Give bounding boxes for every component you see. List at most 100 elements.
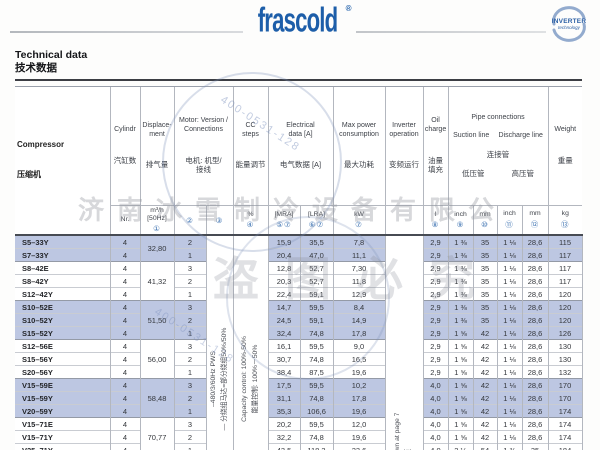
capacity-control-rotated-text: Capacity control: 100%-50% 能量控制: 100%－50% (232, 235, 268, 450)
weight-value: 120 (547, 287, 583, 301)
discharge-inch-value: 1 ⅛ (496, 352, 523, 366)
inverter-technology-badge: INVERTER technology (546, 3, 592, 45)
motor-version: 3 (173, 417, 206, 431)
table-row: V15–59E 4 58,48 3 17,5 59,5 10,2 4,0 1 ⅝ 42 1 ⅛ 28,… (15, 378, 583, 418)
displacement-value: 51,50 (139, 300, 174, 340)
lra-value: 87,5 (299, 365, 334, 379)
cylinder-count: 4 (109, 274, 140, 288)
cylinder-count: 4 (109, 339, 140, 353)
compressor-name: S10–52E (15, 300, 110, 314)
mra-value: 32,2 (267, 430, 300, 444)
max-power-value: 11,8 (332, 274, 386, 288)
compressor-name: S12–56E (15, 339, 110, 353)
page-title-zh: 技术数据 (15, 62, 57, 75)
max-power-value: 7,30 (332, 261, 386, 275)
unit-cc-steps: % ④ (232, 205, 268, 237)
page-title-en: Technical data (15, 49, 88, 61)
compressor-name: S15–56Y (15, 352, 110, 366)
lra-value: 59,5 (299, 417, 334, 431)
suction-mm-value: 42 (472, 430, 498, 444)
suction-mm-value: 42 (472, 365, 498, 379)
suction-inch-value: 1 ⅜ (447, 300, 474, 314)
discharge-inch-value: 1 ⅛ (496, 365, 523, 379)
compressor-name: S20–56Y (15, 365, 110, 379)
table-row: S15–56Y 4 2 30,7 74,8 16,5 2,9 1 ⅝ 42 1 ⅛ 28,6 130 (15, 352, 583, 366)
weight-value: 184 (547, 443, 583, 450)
cylinder-count: 4 (109, 235, 140, 249)
col-header-motor: Motor: Version / Connections 电机: 机型/ 接线 (173, 85, 233, 206)
discharge-mm-value: 28,6 (521, 313, 549, 327)
oil-charge-value: 4,0 (422, 404, 449, 418)
motor-version: 3 (173, 378, 206, 392)
discharge-inch-value: 1 ⅛ (496, 417, 523, 431)
mra-value: 15,9 (267, 235, 300, 249)
suction-mm-value: 54 (472, 443, 498, 450)
max-power-value: 10,2 (332, 378, 386, 392)
compressor-name: V25–71Y (15, 443, 110, 450)
cylinder-count: 4 (109, 443, 140, 450)
max-power-value: 8,4 (332, 300, 386, 314)
discharge-mm-value: 28,6 (521, 339, 549, 353)
discharge-mm-value: 28,6 (521, 300, 549, 314)
oil-charge-value: 4,0 (422, 443, 449, 450)
oil-charge-value: 2,9 (422, 248, 449, 262)
oil-charge-value: 2,9 (422, 261, 449, 275)
mra-value: 22,4 (267, 287, 300, 301)
suction-inch-value: 1 ⅝ (447, 365, 474, 379)
unit-weight: kg ⑬ (547, 205, 583, 237)
cylinder-count: 4 (109, 287, 140, 301)
weight-value: 132 (547, 365, 583, 379)
discharge-inch-value: 1 ⅛ (496, 274, 523, 288)
suction-mm-value: 35 (472, 274, 498, 288)
suction-inch-value: 1 ⅝ (447, 339, 474, 353)
frascold-logo: frascold ® (0, 1, 600, 39)
max-power-value: 19,6 (332, 365, 386, 379)
discharge-inch-value: 1 ⅛ (496, 313, 523, 327)
discharge-mm-value: 28,6 (521, 235, 549, 249)
suction-inch-value: 1 ⅝ (447, 391, 474, 405)
discharge-inch-value: 1 ⅜ (496, 443, 523, 450)
mra-value: 38,4 (267, 365, 300, 379)
compressor-name: V15–59Y (15, 391, 110, 405)
discharge-mm-value: 28,6 (521, 404, 549, 418)
suction-inch-value: 1 ⅝ (447, 430, 474, 444)
displacement-value: 56,00 (139, 339, 174, 379)
motor-version: 3 (173, 339, 206, 353)
compressor-name: S5–33Y (15, 235, 110, 249)
table-row: S20–56Y 4 1 38,4 87,5 19,6 2,9 1 ⅝ 42 1 ⅛ 28,6 132 (15, 365, 583, 379)
max-power-value: 19,6 (332, 404, 386, 418)
suction-inch-value: 1 ⅝ (447, 378, 474, 392)
mra-value: 43,5 (267, 443, 300, 450)
displacement-value: 32,80 (139, 235, 174, 262)
compressor-name: S7–33Y (15, 248, 110, 262)
displacement-value: 41,32 (139, 261, 174, 301)
oil-charge-value: 2,9 (422, 287, 449, 301)
header-units-row: Nr. m³/h [50Hz] ① ② ③ % ④ [MRA] ⑤⑦ [LRA] ⑥⑦ … (15, 205, 583, 237)
discharge-mm-value: 35 (521, 443, 549, 450)
compressor-name: S15–52Y (15, 326, 110, 340)
badge-line2: technology (558, 25, 580, 30)
suction-mm-value: 42 (472, 417, 498, 431)
compressor-name: V15–71Y (15, 430, 110, 444)
col-header-cylinder: Cylindr 汽缸数 (109, 85, 140, 206)
col-header-oil-charge: Oil charge 油量 填充 (422, 85, 449, 206)
suction-mm-value: 42 (472, 326, 498, 340)
motor-version: 1 (173, 443, 206, 450)
oil-charge-value: 2,9 (422, 352, 449, 366)
suction-mm-value: 35 (472, 261, 498, 275)
unit-displacement: m³/h [50Hz] ① (139, 205, 174, 237)
max-power-value: 19,6 (332, 430, 386, 444)
compressor-name: S10–52Y (15, 313, 110, 327)
suction-mm-value: 35 (472, 300, 498, 314)
lra-value: 74,8 (299, 352, 334, 366)
unit-motor-version: ② (173, 205, 206, 237)
suction-inch-value: 1 ⅜ (447, 248, 474, 262)
max-power-value: 14,9 (332, 313, 386, 327)
weight-value: 115 (547, 235, 583, 249)
unit-discharge-inch: inch ⑪ (496, 205, 523, 237)
suction-inch-value: 1 ⅜ (447, 261, 474, 275)
motor-version: 1 (173, 248, 206, 262)
title-underline (15, 79, 582, 81)
